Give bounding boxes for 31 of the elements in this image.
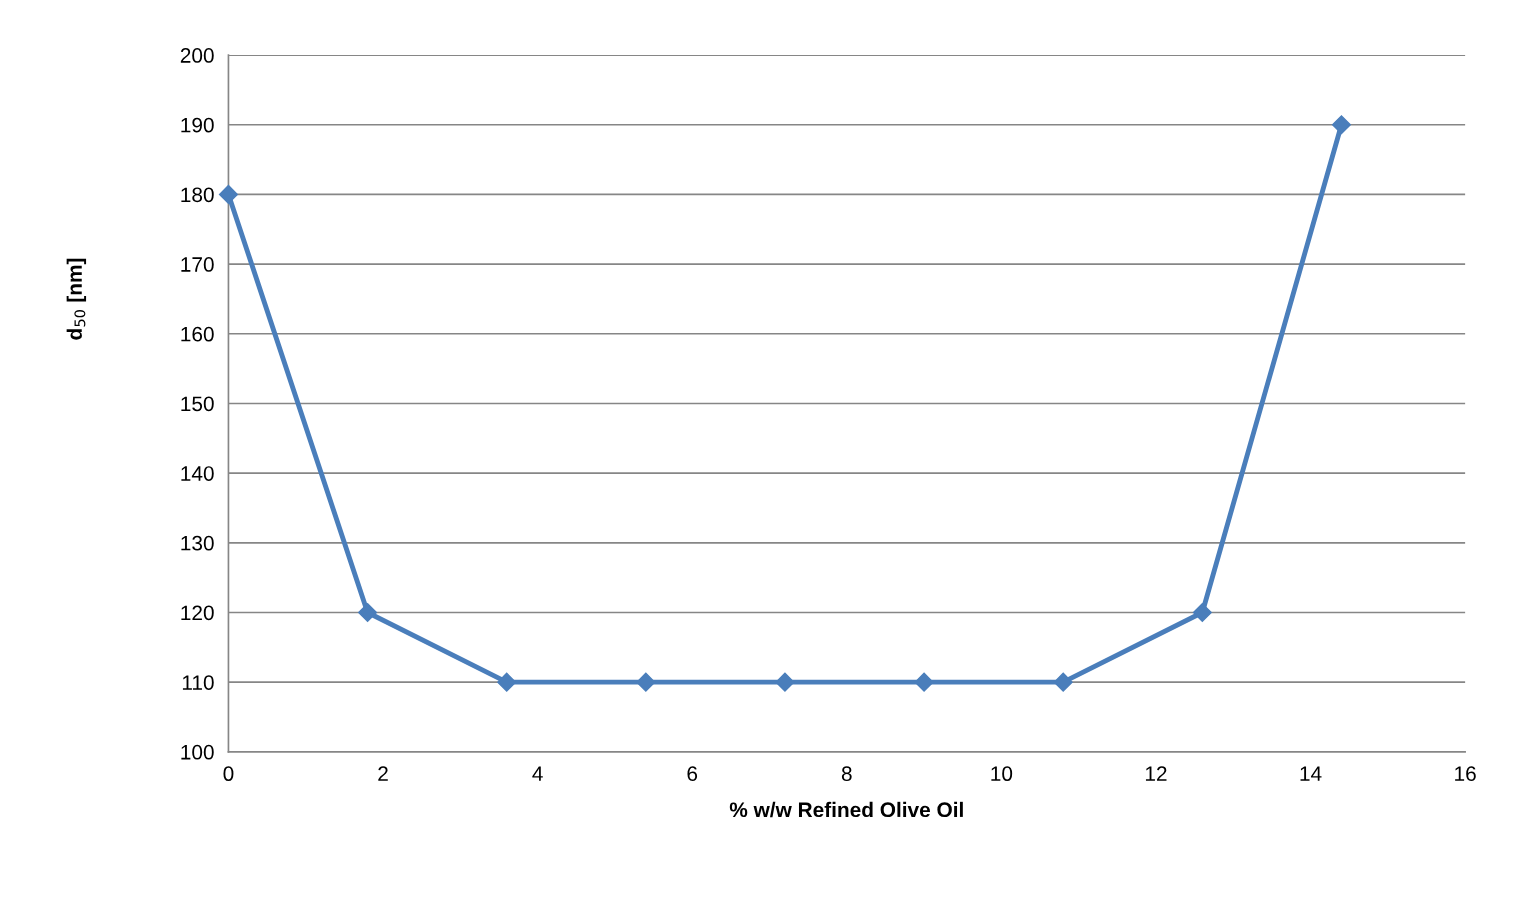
- point: [358, 602, 378, 623]
- x-axis-title: % w/w Refined Olive Oil: [729, 801, 963, 818]
- point: [914, 672, 934, 692]
- y-tick-label: 110: [182, 675, 214, 690]
- x-tick-label: 8: [841, 766, 852, 782]
- y-tick-label: 120: [181, 605, 214, 621]
- y-tick-label: 200: [180, 48, 214, 63]
- point: [218, 184, 238, 204]
- y-tick-label: 160: [181, 326, 214, 342]
- x-tick-label: 12: [1145, 766, 1167, 781]
- y-tick-label: 140: [181, 466, 214, 481]
- y-tick-label: 100: [181, 744, 214, 760]
- x-tick-label: 2: [378, 766, 388, 781]
- y-tick-label: 150: [181, 396, 214, 412]
- point: [1331, 115, 1351, 135]
- y-tick-label: 130: [181, 535, 214, 551]
- x-tick-label: 0: [223, 766, 234, 782]
- y-tick-label: 180: [181, 187, 214, 203]
- x-tick-label: 14: [1300, 766, 1322, 781]
- x-tick-label: 16: [1455, 766, 1476, 782]
- point: [636, 672, 656, 692]
- x-tick-label: 4: [532, 766, 543, 781]
- point: [1192, 602, 1212, 623]
- point: [497, 672, 517, 692]
- y-tick-label: 190: [181, 117, 214, 133]
- point: [1053, 672, 1073, 692]
- x-tick-label: 6: [687, 766, 698, 782]
- y-tick-label: 170: [181, 257, 214, 272]
- y-axis-title: d$_{50}$ [nm]: [66, 258, 87, 340]
- point: [775, 672, 795, 692]
- x-tick-label: 10: [991, 766, 1013, 782]
